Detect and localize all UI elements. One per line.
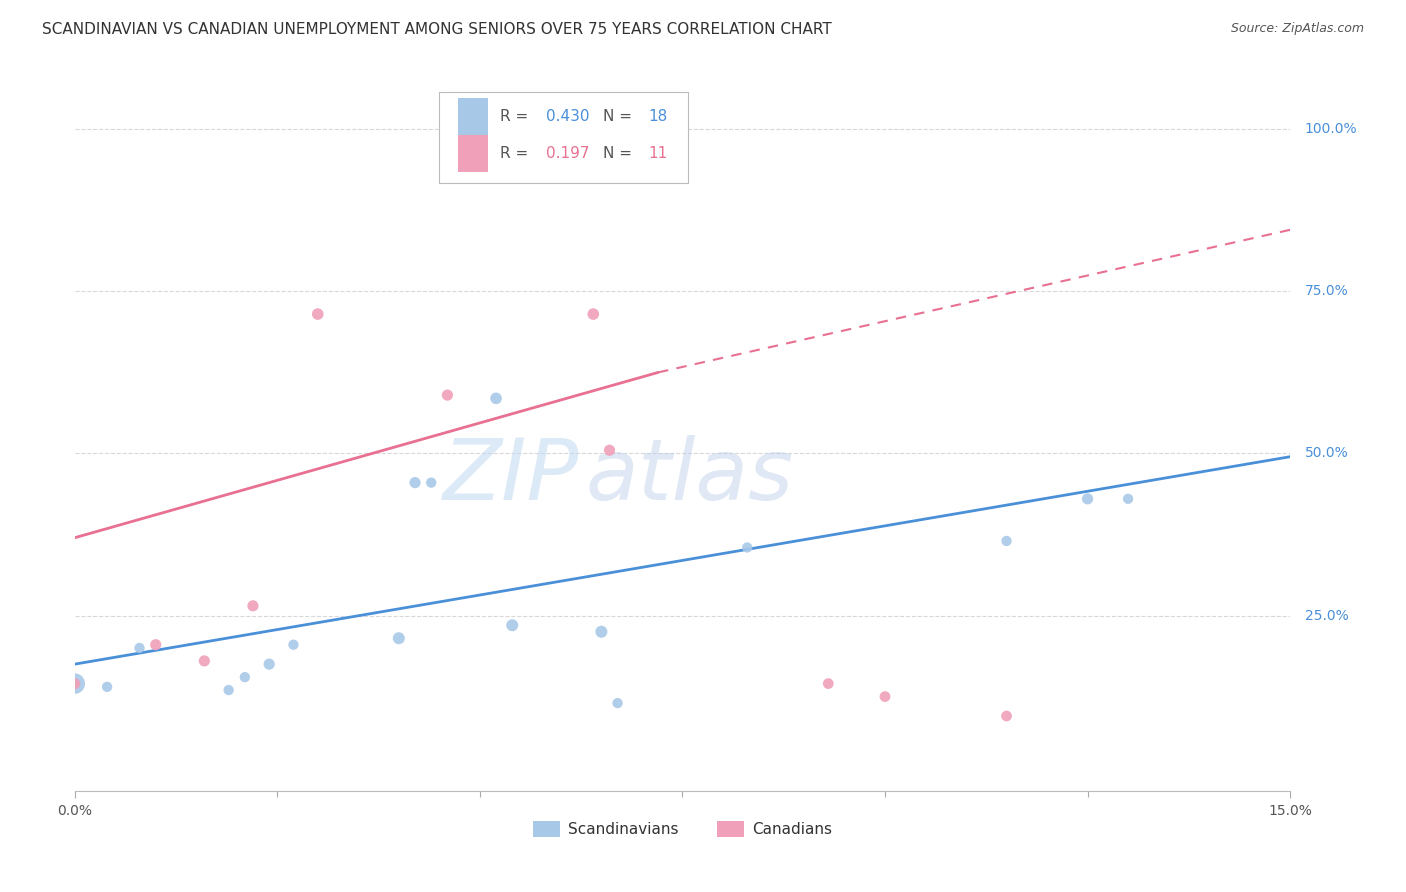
Text: 0.197: 0.197	[547, 146, 589, 161]
Text: R =: R =	[501, 146, 533, 161]
Text: 100.0%: 100.0%	[1305, 122, 1357, 136]
Text: 75.0%: 75.0%	[1305, 285, 1348, 299]
Point	[436, 388, 458, 402]
Point	[995, 709, 1018, 723]
Text: 0.430: 0.430	[547, 109, 589, 124]
Text: atlas: atlas	[585, 435, 793, 518]
Legend: Scandinavians, Canadians: Scandinavians, Canadians	[527, 815, 838, 844]
Text: N =: N =	[603, 109, 637, 124]
Point	[145, 638, 167, 652]
Point	[606, 696, 628, 710]
Point	[233, 670, 256, 684]
Text: SCANDINAVIAN VS CANADIAN UNEMPLOYMENT AMONG SENIORS OVER 75 YEARS CORRELATION CH: SCANDINAVIAN VS CANADIAN UNEMPLOYMENT AM…	[42, 22, 832, 37]
Point	[63, 676, 86, 690]
FancyBboxPatch shape	[457, 98, 488, 136]
Point	[501, 618, 523, 632]
Point	[388, 631, 411, 645]
Text: 50.0%: 50.0%	[1305, 447, 1348, 460]
Point	[218, 683, 240, 698]
Text: 25.0%: 25.0%	[1305, 608, 1348, 623]
Point	[404, 475, 426, 490]
Point	[1077, 491, 1099, 506]
Text: 11: 11	[648, 146, 668, 161]
Point	[96, 680, 118, 694]
Point	[128, 640, 150, 655]
Point	[283, 638, 305, 652]
Point	[598, 443, 620, 458]
Point	[735, 541, 758, 555]
Point	[63, 676, 86, 690]
FancyBboxPatch shape	[439, 92, 689, 183]
Point	[1116, 491, 1139, 506]
Text: Source: ZipAtlas.com: Source: ZipAtlas.com	[1230, 22, 1364, 36]
Text: R =: R =	[501, 109, 533, 124]
Text: N =: N =	[603, 146, 637, 161]
Point	[873, 690, 896, 704]
Point	[257, 657, 280, 672]
Text: ZIP: ZIP	[443, 435, 579, 518]
Point	[307, 307, 329, 321]
Point	[485, 392, 508, 406]
Text: 18: 18	[648, 109, 668, 124]
Point	[995, 533, 1018, 548]
Point	[193, 654, 215, 668]
Point	[817, 676, 839, 690]
Point	[420, 475, 443, 490]
Point	[591, 624, 613, 639]
Point	[582, 307, 605, 321]
FancyBboxPatch shape	[457, 136, 488, 172]
Point	[242, 599, 264, 613]
